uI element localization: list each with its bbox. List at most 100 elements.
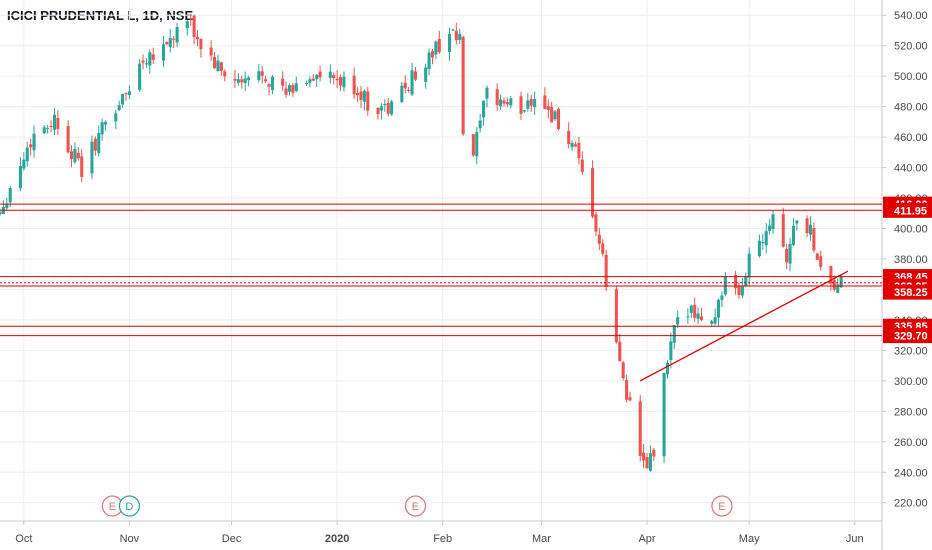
time-tick-label: Oct [15,533,32,545]
time-tick-label: Dec [222,533,242,545]
candle-body [614,289,618,343]
candle-body [665,363,669,375]
candle-body [49,126,53,128]
candle-body [308,79,312,83]
price-tick-label: 320.00 [894,345,928,357]
trend-line[interactable] [639,270,849,382]
price-tick-label: 540.00 [894,10,928,22]
candle-body [573,144,578,147]
candle-body [267,83,271,87]
earnings-marker[interactable] [711,495,733,517]
candle-body [223,71,227,77]
price-tick-label: 220.00 [894,498,928,510]
candle-body [281,78,285,86]
candle-body [648,453,652,471]
candle-body [485,87,489,99]
candle-body [737,286,741,296]
candle-body [505,102,509,105]
candle-body [761,241,765,243]
candle-body [127,91,131,96]
candle-body [791,225,795,245]
candle-body [785,249,789,263]
candle-body [403,82,407,89]
candle-body [42,127,46,134]
candle-body [495,89,499,105]
candle-body [543,95,547,109]
candle-body [771,214,775,230]
candle-body [144,63,148,65]
candle-body [696,313,700,319]
price-tick-label: 520.00 [894,41,928,53]
candle-body [556,108,561,129]
price-tick-label: 260.00 [894,437,928,449]
time-tick-label: May [739,533,760,545]
candle-body [22,159,26,169]
candle-body [287,85,291,92]
candle-body [76,152,80,159]
candle-body [672,325,676,343]
candle-body [100,122,104,135]
candle-body [25,147,29,162]
candle-body [410,70,414,95]
price-tick-label: 460.00 [894,132,928,144]
candle-body [645,457,649,469]
candle-body [192,15,196,37]
candle-body [533,99,537,108]
candle-body [335,78,339,81]
candle-body [757,240,761,257]
event-marker-label: E [412,501,419,513]
candle-body [526,100,530,109]
candle-body [499,99,503,107]
candle-body [247,77,251,81]
candle-body [236,79,240,83]
candle-body [332,75,336,79]
candle-body [172,38,176,40]
candle-body [839,275,843,288]
candle-body [693,304,697,318]
price-tick-label: 300.00 [894,376,928,388]
price-tick-label: 240.00 [894,467,928,479]
candle-body [502,100,506,104]
candle-body [216,60,220,72]
candle-body [734,274,738,289]
candle-body [90,141,94,174]
candle-body [594,214,598,232]
candle-body [168,37,172,48]
candle-body [781,214,785,247]
candle-body [390,101,394,115]
candle-body [66,126,70,153]
candle-body [185,21,189,29]
candle-body [475,132,479,157]
price-tick-label: 380.00 [894,254,928,266]
dividend-marker[interactable] [118,495,141,517]
candle-body [747,253,751,278]
price-label-box [883,328,932,344]
price-label-text: 358.25 [894,287,928,299]
price-tick-label: 440.00 [894,163,928,175]
candle-body [148,52,152,66]
candle-body [621,362,625,379]
candle-body [478,120,482,129]
candle-body [553,111,557,120]
candle-body [662,372,666,457]
candle-body [522,110,526,112]
candle-body [379,106,383,111]
candle-body [195,36,200,40]
candle-body [97,133,101,154]
event-marker-label: E [718,501,725,513]
candle-body [114,113,118,122]
candle-body [318,71,322,78]
price-tick-label: 280.00 [894,406,928,418]
candle-body [117,105,121,111]
candle-body [482,100,486,118]
candle-body [638,401,642,456]
candle-body [625,379,629,400]
candle-body [240,79,244,83]
earnings-marker[interactable] [404,495,427,517]
time-tick-label: Apr [638,533,655,545]
candle-body [740,285,744,296]
candle-body [161,44,165,61]
candle-body [213,56,217,69]
candle-body [604,254,608,287]
